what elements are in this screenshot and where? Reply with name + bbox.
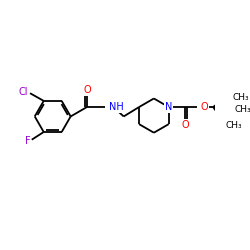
Text: N: N (165, 102, 172, 112)
Text: O: O (83, 85, 91, 95)
Text: NH: NH (109, 102, 124, 112)
Text: O: O (200, 102, 208, 112)
Text: Cl: Cl (18, 87, 28, 97)
Text: F: F (25, 136, 30, 145)
Text: O: O (181, 120, 189, 130)
Text: CH₃: CH₃ (234, 105, 250, 114)
Text: CH₃: CH₃ (225, 121, 242, 130)
Text: CH₃: CH₃ (233, 93, 250, 102)
